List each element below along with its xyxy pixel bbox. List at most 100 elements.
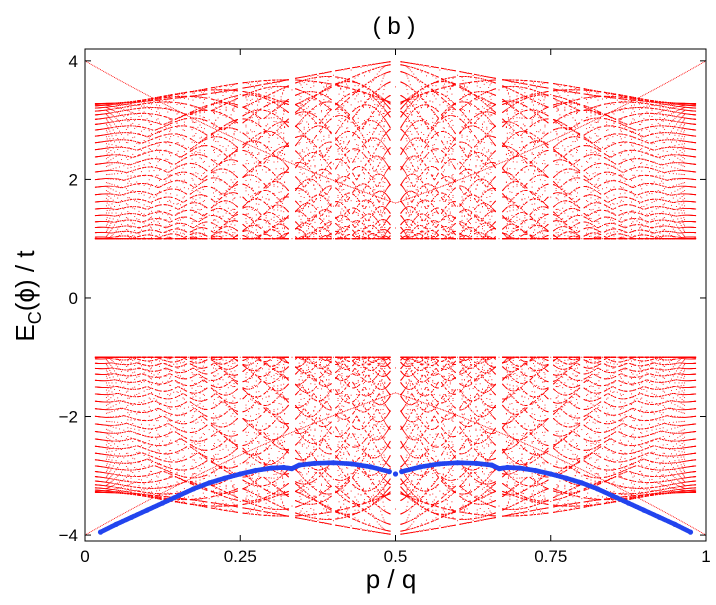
spectrum-point [628,100,629,101]
spectrum-point [371,496,372,497]
spectrum-point [201,209,202,210]
spectrum-point [559,500,560,501]
spectrum-point [572,232,573,233]
spectrum-point [447,210,448,211]
spectrum-point [416,491,417,492]
spectrum-point [450,213,451,214]
spectrum-point [317,94,318,95]
spectrum-point [248,445,249,446]
spectrum-point [218,92,219,93]
spectrum-point [310,234,311,235]
spectrum-point [450,121,451,122]
spectrum-point [416,189,417,190]
spectrum-point [188,238,189,239]
spectrum-point [419,238,420,239]
spectrum-point [447,415,448,416]
spectrum-point [661,369,662,370]
spectrum-point [536,109,537,110]
spectrum-point [439,70,440,71]
spectrum-point [158,175,159,176]
spectrum-point [231,437,232,438]
spectrum-point [533,386,534,387]
spectrum-point [126,407,127,408]
spectrum-point [279,82,280,83]
spectrum-point [464,509,465,510]
spectrum-point [649,493,650,494]
spectrum-point [610,439,611,440]
spectrum-point [132,105,133,106]
spectrum-point [254,372,255,373]
spectrum-point [323,376,324,377]
spectrum-point [129,226,130,227]
spectrum-point [664,438,665,439]
spectrum-point [439,395,440,396]
spectrum-point [129,462,130,463]
spectrum-point [654,218,655,219]
spectrum-point [450,369,451,370]
spectrum-point [593,499,594,500]
spectrum-point [550,197,551,198]
spectrum-point [279,107,280,108]
spectrum-point [643,226,644,227]
spectrum-point [457,206,458,207]
spectrum-point [416,518,417,519]
spectrum-point [514,84,515,85]
spectrum-point [514,513,515,514]
spectrum-point [559,114,560,115]
spectrum-point [562,506,563,507]
spectrum-point [228,91,229,92]
spectrum-point [333,163,334,164]
spectrum-point [257,441,258,442]
spectrum-point [519,88,520,89]
spectrum-point [486,82,487,83]
spectrum-point [637,425,638,426]
spectrum-point [262,197,263,198]
spectrum-point [419,176,420,177]
spectrum-point [313,486,314,487]
spectrum-point [658,190,659,191]
spectrum-point [132,458,133,459]
spectrum-point [377,491,378,492]
spectrum-point [533,497,534,498]
spectrum-point [447,361,448,362]
spectrum-point [306,404,307,405]
spectrum-point [596,93,597,94]
spectrum-point [223,402,224,403]
spectrum-point [141,424,142,425]
spectrum-point [623,408,624,409]
spectrum-point [589,209,590,210]
spectrum-point [658,372,659,373]
spectrum-point [467,436,468,437]
spectrum-point [464,511,465,512]
spectrum-point [536,86,537,87]
spectrum-point [167,226,168,227]
spectrum-point [593,443,594,444]
spectrum-point [658,360,659,361]
spectrum-point [413,423,414,424]
spectrum-point [310,519,311,520]
spectrum-point [623,175,624,176]
spectrum-point [183,466,184,467]
spectrum-point [262,459,263,460]
spectrum-point [317,125,318,126]
spectrum-point [511,444,512,445]
spectrum-point [589,420,590,421]
spectrum-point [340,213,341,214]
spectrum-point [377,521,378,522]
spectrum-point [340,506,341,507]
spectrum-point [351,238,352,239]
spectrum-point [367,186,368,187]
spectrum-point [413,120,414,121]
spectrum-point [194,453,195,454]
spectrum-point [183,385,184,386]
spectrum-point [209,97,210,98]
spectrum-point [346,426,347,427]
spectrum-point [123,444,124,445]
spectrum-point [623,470,624,471]
spectrum-point [250,511,251,512]
spectrum-point [267,102,268,103]
spectrum-point [201,92,202,93]
spectrum-point [486,443,487,444]
spectrum-point [326,148,327,149]
spectrum-point [218,397,219,398]
